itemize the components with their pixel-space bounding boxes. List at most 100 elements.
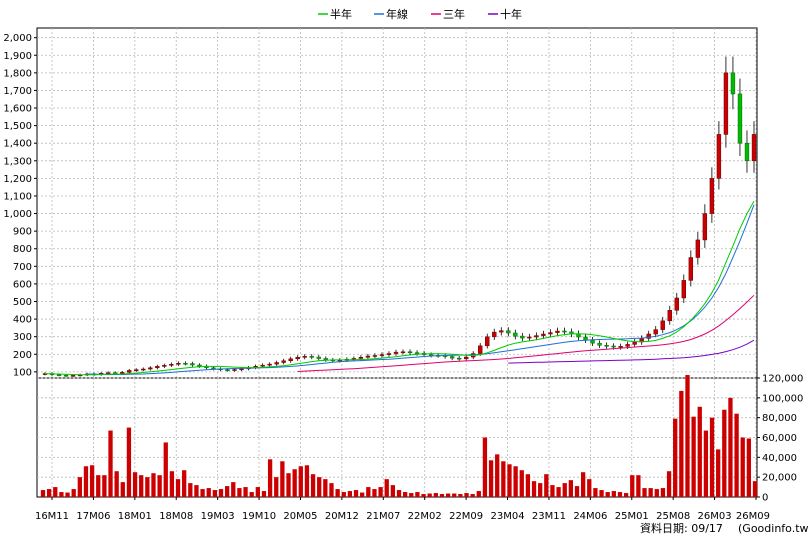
volume-panel: 0 20,000 40,000 60,000 80,000 100,000 120,000 [36, 374, 803, 504]
volume-bar [544, 474, 549, 497]
volume-bar [470, 494, 475, 497]
volume-bar [114, 471, 119, 497]
volume-bar [194, 485, 199, 497]
volume-tick-label: 40,000 [762, 453, 797, 464]
ma-three-year-line [297, 294, 755, 372]
candle-body [162, 365, 167, 367]
x-tick-label: 26M03 [698, 511, 732, 522]
volume-bar [531, 481, 537, 497]
volume-bar [267, 459, 273, 497]
candle-body [70, 375, 76, 377]
candle-body [520, 335, 525, 339]
candle-body [618, 346, 623, 348]
volume-bar [673, 418, 678, 497]
volume-bar [71, 489, 76, 497]
x-axis: 16M11 17M06 18M01 18M08 19M03 19M10 20M05 20M12… [35, 497, 770, 522]
candle-body [211, 367, 216, 370]
price-tick-label: 1,500 [3, 121, 32, 132]
volume-bar [286, 473, 291, 497]
volume-bar [53, 487, 58, 497]
volume-bar [562, 483, 567, 497]
price-tick-label: 200 [13, 350, 32, 361]
volume-bar [360, 492, 365, 497]
volume-bar [200, 489, 205, 497]
candle-body [646, 333, 651, 339]
volume-bar [384, 479, 389, 497]
price-tick-label: 2,000 [3, 33, 32, 44]
candle-body [288, 358, 293, 362]
volume-bar [77, 477, 82, 497]
candle-body [372, 355, 378, 357]
volume-tick-label: 80,000 [762, 413, 797, 424]
volume-bar [433, 493, 438, 497]
candle-body [316, 356, 321, 359]
legend: 半年 年線 三年 十年 [318, 7, 522, 21]
volume-bar [660, 488, 666, 497]
volume-tick-label: 100,000 [762, 393, 803, 404]
x-tick-label: 19M03 [201, 511, 235, 522]
candle-body [63, 374, 69, 377]
price-tick-label: 1,200 [3, 174, 32, 185]
volume-bar [752, 481, 758, 497]
candle-body [702, 213, 708, 241]
candle-body [562, 330, 567, 333]
x-tick-label: 18M08 [159, 511, 193, 522]
volume-bar [243, 487, 248, 497]
candle-body [176, 362, 181, 365]
volume-bar [445, 493, 451, 497]
candle-body [56, 374, 62, 376]
volume-bar [378, 487, 383, 497]
volume-bar [317, 477, 322, 497]
volume-bar [421, 494, 426, 497]
volume-bar [415, 492, 420, 497]
candle-body [625, 344, 630, 347]
volume-bar [347, 491, 353, 497]
candle-body [632, 341, 637, 345]
candle-body [478, 345, 483, 354]
volume-bar [519, 470, 524, 497]
price-panel: 100 200 300 400 500 600 700 800 900 1,000 1,100 1,2… [3, 27, 758, 379]
candle-body [555, 330, 560, 333]
candle-body [604, 345, 609, 347]
price-tick-label: 1,100 [3, 191, 32, 202]
volume-bar [501, 461, 506, 497]
volume-bar [108, 430, 113, 497]
volume-bar [648, 488, 653, 497]
volume-bar [507, 464, 512, 497]
volume-bar [188, 483, 193, 497]
ma-ten-year-line [508, 339, 755, 364]
volume-bar [568, 480, 574, 497]
candle-body [674, 297, 679, 311]
candle-body [513, 332, 518, 337]
legend-label: 年線 [386, 7, 408, 21]
volume-bar [298, 466, 303, 497]
candle-body [113, 372, 118, 374]
candle-body [386, 353, 392, 355]
source-label: (Goodinfo.tw) [738, 522, 808, 535]
volume-bar [482, 437, 488, 497]
candle-body [611, 345, 616, 348]
volume-bar [132, 472, 138, 497]
price-tick-label: 1,400 [3, 139, 32, 150]
candle-body [393, 351, 399, 354]
volume-bar [145, 477, 150, 497]
candle-body [239, 368, 244, 371]
volume-bar [623, 493, 629, 497]
candle-body [485, 336, 490, 347]
candle-body [155, 366, 160, 369]
volume-bar [323, 479, 328, 497]
candle-body [456, 357, 462, 360]
volume-bar [120, 482, 125, 497]
volume-bar [611, 491, 616, 497]
candle-body [281, 360, 286, 363]
volume-tick-label: 120,000 [762, 374, 803, 385]
candle-body [506, 330, 511, 334]
price-tick-label: 100 [13, 367, 32, 378]
volume-bar [372, 489, 377, 497]
ma-year-line [87, 204, 755, 375]
volume-bar [274, 477, 279, 497]
candle-body [464, 356, 469, 360]
volume-bar [464, 493, 469, 497]
volume-bar [666, 471, 672, 497]
volume-bar [574, 486, 580, 497]
